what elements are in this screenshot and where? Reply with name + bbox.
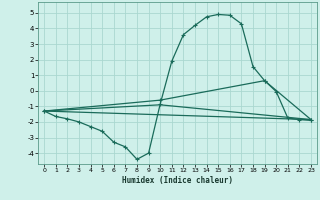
X-axis label: Humidex (Indice chaleur): Humidex (Indice chaleur) — [122, 176, 233, 185]
